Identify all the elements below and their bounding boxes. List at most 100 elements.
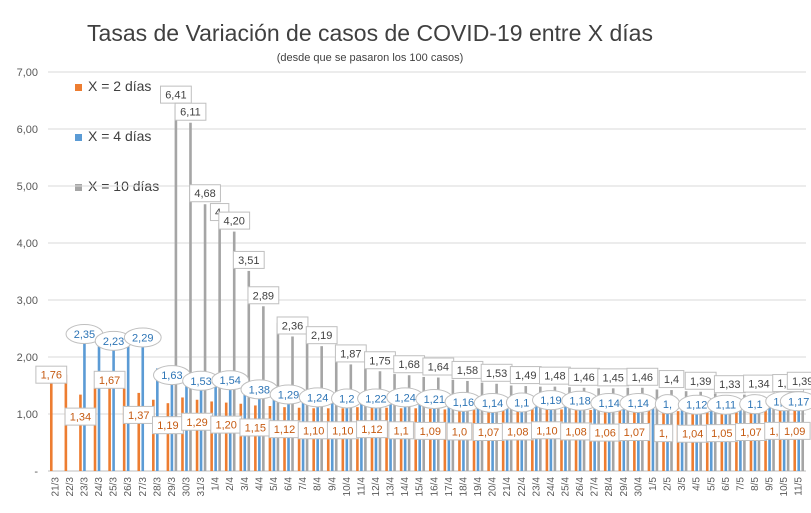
data-label-text: 1,48: [544, 371, 565, 383]
data-label-text: 4,20: [224, 216, 245, 228]
data-label-text: 1,34: [748, 379, 769, 391]
data-label-text: 1,08: [565, 426, 586, 438]
x-tick-label: 30/3: [181, 477, 192, 497]
x-tick-label: 7/5: [735, 477, 746, 491]
x-tick-label: 15/4: [415, 477, 426, 497]
data-label-series-1: 1,0: [446, 422, 473, 441]
data-label-box: [35, 365, 68, 384]
data-label-text: 1,04: [682, 429, 703, 441]
data-label-series-2: 1,17: [779, 391, 811, 412]
data-label-text: 1,09: [784, 426, 805, 438]
data-label-series-1: 1,04: [676, 424, 709, 443]
data-label-series-3: 1,75: [364, 351, 396, 370]
bar-series-1: [428, 408, 432, 471]
data-label-box: [414, 421, 447, 440]
x-tick-label: 4/5: [692, 477, 703, 491]
data-label-text: 1,46: [573, 372, 594, 384]
data-label-text: 6,41: [165, 90, 186, 102]
x-tick-label: 18/4: [458, 477, 469, 497]
data-label-box: [218, 211, 251, 230]
data-label-series-2: 1,24: [386, 387, 425, 408]
legend-label-x4: X = 4 días: [88, 128, 152, 144]
data-label-box: [189, 184, 221, 203]
data-label-text: 2,29: [132, 332, 153, 344]
data-label-text: 1,29: [186, 417, 207, 429]
data-label-series-1: 1,05: [705, 424, 738, 443]
data-label-series-3: 1,53: [480, 363, 513, 382]
data-label-series-3: 1,39: [786, 371, 811, 390]
data-label-series-1: 1,34: [64, 407, 97, 426]
data-label-box: [93, 370, 126, 389]
data-label-series-2: 1,21: [415, 389, 454, 410]
data-label-box: [778, 421, 811, 440]
data-label-series-1: 1,29: [181, 412, 213, 431]
chart-title: Tasas de Variación de casos de COVID-19 …: [87, 20, 653, 46]
data-label-series-2: 1,14: [473, 393, 512, 414]
x-tick-label: 10/4: [342, 477, 353, 497]
data-label-series-2: 1,11: [706, 394, 745, 415]
data-label-text: 1,64: [428, 362, 449, 374]
data-label-box: [356, 420, 388, 439]
data-label-text: 1,63: [161, 370, 182, 382]
data-label-text: 1,07: [624, 427, 645, 439]
bar-series-1: [122, 384, 126, 471]
bar-series-1: [341, 408, 345, 471]
data-label-series-2: 1,14: [619, 393, 658, 414]
data-label-series-2: 1,24: [298, 387, 337, 408]
bar-series-1: [137, 392, 141, 471]
data-label-bubble: [123, 327, 162, 348]
data-label-series-3: 1,4: [658, 370, 685, 389]
data-label-box: [247, 286, 280, 305]
data-label-series-2: 1,18: [561, 390, 599, 411]
data-label-series-1: 1,15: [239, 418, 272, 437]
data-label-text: 2,89: [253, 290, 274, 302]
data-label-text: 1,20: [216, 420, 237, 432]
bar-series-1: [778, 408, 782, 471]
data-label-text: 1,39: [690, 376, 711, 388]
y-tick-label: 3,00: [17, 295, 38, 307]
data-label-text: 2,36: [282, 320, 303, 332]
data-label-series-1: 1,20: [210, 415, 243, 434]
data-label-text: 1,05: [711, 428, 732, 440]
data-label-series-3: 1,46: [626, 367, 659, 386]
bar-series-2: [141, 340, 145, 471]
data-label-text: 1,4: [664, 374, 679, 386]
x-tick-label: 28/3: [152, 477, 163, 497]
bar-series-1: [79, 394, 82, 471]
data-label-series-3: 1,45: [597, 368, 630, 387]
x-tick-label: 1/4: [211, 477, 222, 491]
data-label-text: 1,67: [99, 375, 120, 387]
bar-series-3: [320, 346, 323, 471]
data-label-text: 2,19: [311, 330, 332, 342]
data-label-box: [618, 423, 651, 442]
data-label-text: 1,2: [339, 393, 354, 405]
data-label-series-3: 1,64: [422, 357, 455, 376]
x-tick-label: 8/4: [313, 477, 324, 491]
x-tick-label: 19/4: [473, 477, 484, 497]
y-tick-label: 6,00: [17, 124, 38, 136]
data-label-series-2: 1,12: [677, 394, 716, 415]
x-tick-label: 25/3: [109, 477, 120, 497]
bar-series-1: [239, 403, 243, 471]
data-label-text: 1,68: [398, 359, 419, 371]
data-label-box: [626, 367, 659, 386]
x-tick-label: 27/4: [590, 477, 601, 497]
bar-series-3: [218, 223, 221, 471]
data-label-box: [786, 371, 811, 390]
bar-series-1: [181, 397, 184, 471]
x-tick-label: 11/5: [794, 477, 805, 496]
data-label-text: 1,11: [716, 400, 737, 412]
data-label-text: 1,15: [245, 422, 266, 434]
x-tick-label: 29/4: [619, 477, 630, 497]
data-label-text: 1,18: [569, 396, 590, 408]
data-label-text: 1,53: [190, 376, 211, 388]
bar-series-3: [189, 122, 192, 471]
data-label-text: 1,10: [536, 425, 557, 437]
x-tick-label: 9/5: [765, 477, 776, 491]
data-label-text: 2,35: [74, 329, 95, 341]
bar-series-3: [232, 231, 236, 471]
data-label-series-1: 1,19: [152, 416, 184, 435]
data-label-text: 2,23: [103, 336, 124, 348]
legend-swatch-x10: [75, 183, 82, 191]
